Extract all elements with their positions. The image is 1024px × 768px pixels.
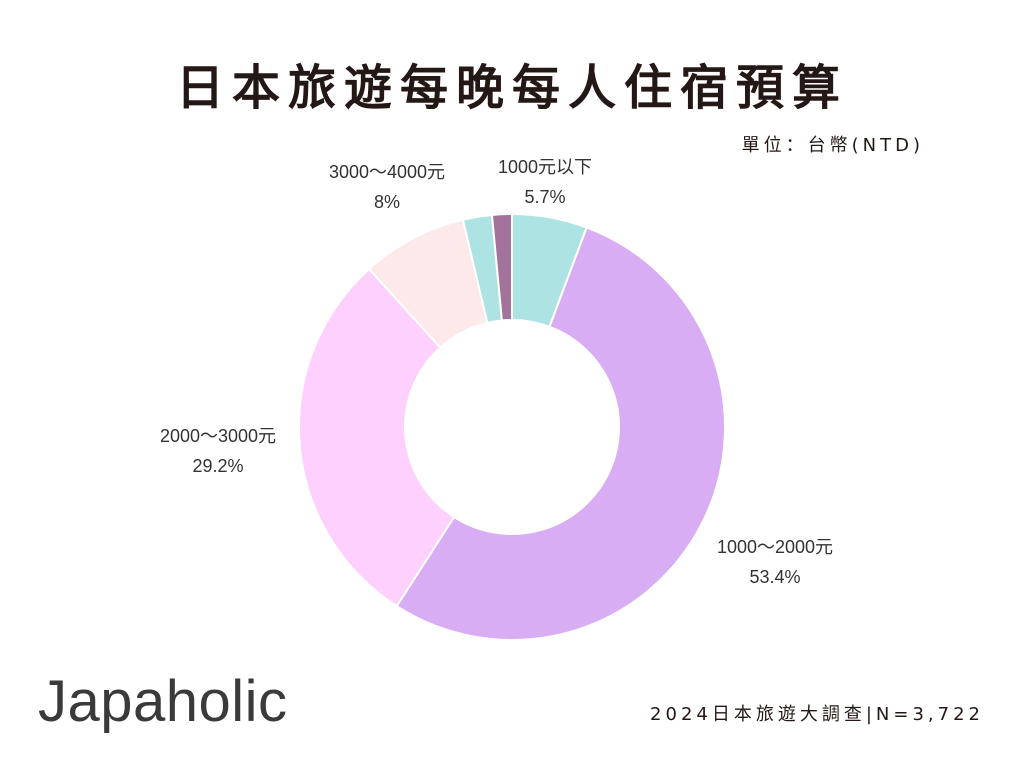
slice-label-under-1000: 1000元以下 5.7% — [480, 152, 610, 212]
unit-label: 單位：台幣(NTD) — [741, 135, 924, 156]
chart-title: 日本旅遊每晚每人住宿預算 — [175, 60, 848, 116]
donut-slice-2 — [298, 267, 456, 608]
slice-label-1000-2000-name: 1000～2000元 — [716, 537, 834, 557]
slice-label-1000-2000: 1000～2000元 53.4% — [695, 532, 855, 592]
survey-source: 2024日本旅遊大調查|N=3,722 — [650, 704, 984, 725]
slice-label-1000-2000-value: 53.4% — [749, 567, 801, 587]
slice-label-2000-3000: 2000～3000元 29.2% — [138, 421, 298, 481]
slice-label-2000-3000-value: 29.2% — [192, 456, 244, 476]
slice-label-3000-4000-name: 3000～4000元 — [328, 162, 446, 182]
donut-slice-5 — [490, 212, 513, 322]
slice-label-under-1000-name: 1000元以下 — [497, 157, 593, 177]
slice-label-under-1000-value: 5.7% — [524, 187, 566, 207]
slice-label-2000-3000-name: 2000～3000元 — [159, 426, 277, 446]
japaholic-logo: Japaholic — [38, 669, 288, 734]
slice-label-3000-4000-value: 8% — [373, 192, 400, 212]
slice-label-3000-4000: 3000～4000元 8% — [307, 157, 467, 217]
donut-slice-1 — [395, 226, 726, 641]
